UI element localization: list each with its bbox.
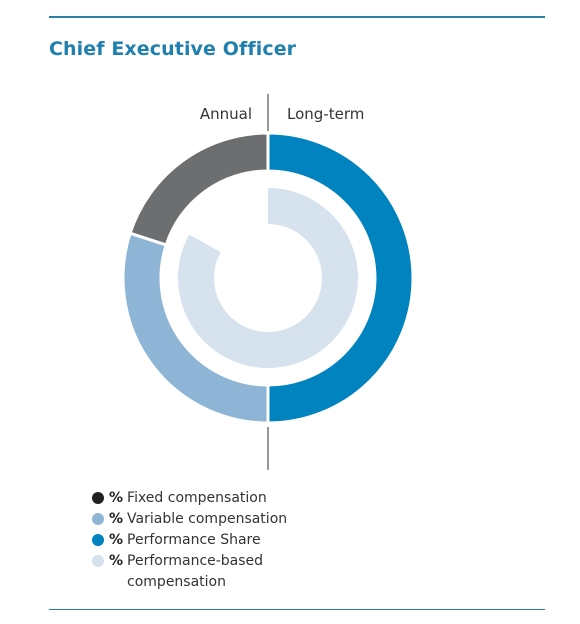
outer-slice-fixed-compensation — [128, 131, 270, 247]
legend: % Fixed compensation % Variable compensa… — [92, 488, 317, 593]
legend-percent-variable: % — [109, 511, 124, 527]
legend-label-variable: Variable compensation — [127, 511, 288, 527]
legend-dot-performance-share — [92, 534, 104, 546]
inner-ring — [178, 188, 359, 368]
legend-dot-variable — [92, 513, 104, 525]
legend-label-fixed: Fixed compensation — [127, 490, 267, 506]
inner-slice-performance-based-compensation — [178, 188, 359, 368]
legend-label-performance-based: Performance-based compensation — [127, 553, 264, 590]
legend-dot-performance-based — [92, 555, 104, 567]
legend-percent-fixed: % — [109, 490, 124, 506]
chart-title: Chief Executive Officer — [49, 38, 297, 60]
legend-item-performance-share: % Performance Share — [92, 530, 317, 551]
legend-item-variable: % Variable compensation — [92, 509, 317, 530]
outer-ring — [121, 131, 415, 425]
legend-percent-performance-share: % — [109, 532, 124, 548]
legend-item-fixed: % Fixed compensation — [92, 488, 317, 509]
legend-dot-fixed — [92, 492, 104, 504]
annual-label: Annual — [200, 105, 252, 123]
long-term-label: Long-term — [287, 105, 364, 123]
top-rule — [49, 16, 545, 18]
legend-label-performance-share: Performance Share — [127, 532, 261, 548]
outer-slice-performance-share — [266, 131, 415, 425]
legend-item-performance-based: % Performance-based compensation — [92, 551, 317, 593]
bottom-rule — [49, 609, 545, 610]
legend-percent-performance-based: % — [109, 553, 124, 569]
